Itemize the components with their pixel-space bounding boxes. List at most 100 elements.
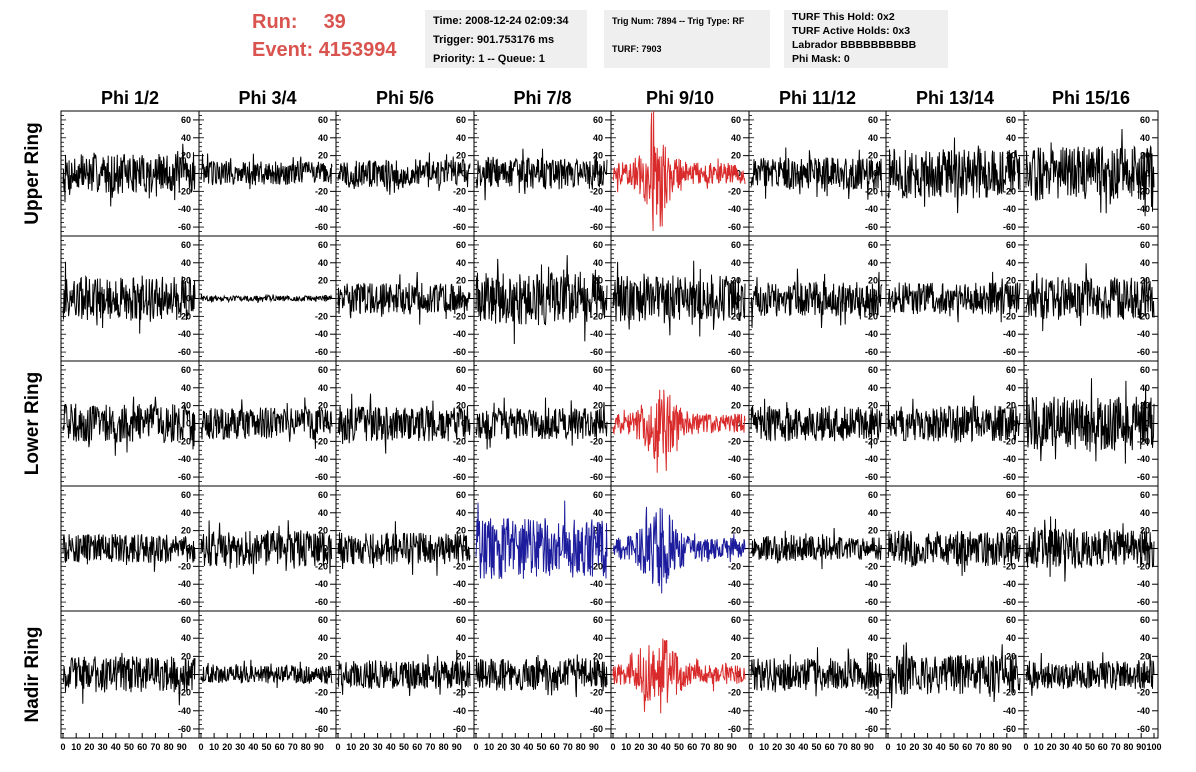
waveform-trace	[337, 152, 471, 195]
y-tick-label: -60	[1137, 597, 1150, 607]
y-tick-label: -40	[1003, 454, 1016, 464]
y-tick-label: 40	[593, 508, 603, 518]
waveform-trace	[750, 147, 883, 200]
y-tick-label: -20	[1003, 688, 1016, 698]
x-tick-label: 0	[748, 742, 753, 752]
waveform-trace	[62, 261, 196, 334]
y-tick-label: 40	[1006, 133, 1016, 143]
y-tick-label: 20	[181, 526, 191, 536]
x-tick-label: 70	[563, 742, 573, 752]
x-tick-label: 50	[261, 742, 271, 752]
waveform-trace	[62, 143, 196, 207]
y-tick-label: -40	[590, 329, 603, 339]
run-label: Run:	[252, 11, 298, 33]
y-tick-label: -60	[1003, 347, 1016, 357]
y-tick-label: 60	[593, 115, 603, 125]
y-tick-label: 60	[181, 365, 191, 375]
y-tick-label: 60	[868, 115, 878, 125]
waveform-trace	[475, 654, 608, 698]
y-tick-label: 40	[593, 258, 603, 268]
y-tick-label: -20	[1003, 311, 1016, 321]
y-tick-label: -60	[865, 724, 878, 734]
y-tick-label: -40	[590, 706, 603, 716]
x-tick-label: 70	[150, 742, 160, 752]
x-tick-label: 60	[825, 742, 835, 752]
y-tick-label: 40	[1140, 258, 1150, 268]
y-tick-label: 60	[731, 365, 741, 375]
y-tick-label: 40	[456, 508, 466, 518]
y-tick-label: -60	[453, 472, 466, 482]
y-tick-label: -40	[178, 706, 191, 716]
x-tick-label: 20	[634, 742, 644, 752]
y-tick-label: -20	[1137, 561, 1150, 571]
x-tick-label: 20	[909, 742, 919, 752]
y-tick-label: 40	[1006, 258, 1016, 268]
y-tick-label: -60	[1003, 472, 1016, 482]
y-tick-label: 60	[593, 615, 603, 625]
x-tick-label: 60	[687, 742, 697, 752]
x-tick-label: 40	[798, 742, 808, 752]
y-tick-label: -40	[315, 204, 328, 214]
y-tick-label: -20	[590, 688, 603, 698]
waveform-trace	[612, 389, 746, 473]
y-tick-label: 20	[868, 276, 878, 286]
y-tick-label: -40	[453, 204, 466, 214]
y-tick-label: -40	[865, 579, 878, 589]
x-tick-label: 20	[84, 742, 94, 752]
y-tick-label: -60	[1137, 347, 1150, 357]
y-tick-label: -20	[178, 561, 191, 571]
y-tick-label: -20	[315, 186, 328, 196]
y-tick-label: -60	[315, 472, 328, 482]
x-tick-label: 70	[425, 742, 435, 752]
waveform-trace	[612, 506, 746, 594]
y-tick-label: 60	[1140, 490, 1150, 500]
y-tick-label: -40	[728, 706, 741, 716]
waveform-trace	[62, 652, 196, 706]
y-tick-label: 0	[461, 169, 466, 179]
y-tick-label: -40	[590, 579, 603, 589]
y-tick-label: 20	[181, 151, 191, 161]
waveform-trace	[1025, 128, 1155, 217]
x-tick-label: 30	[510, 742, 520, 752]
x-tick-label: 0	[1023, 742, 1028, 752]
y-tick-label: 40	[731, 133, 741, 143]
y-tick-label: 60	[456, 115, 466, 125]
y-tick-label: 40	[1140, 383, 1150, 393]
x-tick-label: 90	[452, 742, 462, 752]
x-tick-label: 30	[98, 742, 108, 752]
y-tick-label: -60	[1137, 472, 1150, 482]
y-tick-label: 20	[731, 151, 741, 161]
column-header: Phi 1/2	[101, 88, 159, 108]
x-tick-label: 70	[1111, 742, 1121, 752]
waveform-trace	[200, 153, 333, 190]
x-tick-label: 60	[962, 742, 972, 752]
x-tick-label: 90	[314, 742, 324, 752]
x-tick-label: 50	[674, 742, 684, 752]
run-event-header: Run: 39 Event: 4153994	[252, 8, 397, 64]
y-tick-label: -20	[865, 688, 878, 698]
y-tick-label: 40	[181, 133, 191, 143]
x-tick-label: 90	[727, 742, 737, 752]
y-tick-label: 20	[181, 276, 191, 286]
y-tick-label: -40	[1137, 329, 1150, 339]
y-tick-label: 60	[1006, 615, 1016, 625]
x-tick-label: 70	[288, 742, 298, 752]
x-tick-label: 60	[137, 742, 147, 752]
y-tick-label: -20	[728, 186, 741, 196]
waveform-trace	[475, 148, 608, 201]
y-tick-label: 20	[318, 526, 328, 536]
y-tick-label: 40	[1140, 633, 1150, 643]
x-tick-label: 80	[714, 742, 724, 752]
y-tick-label: -40	[453, 329, 466, 339]
y-tick-label: 0	[323, 419, 328, 429]
y-tick-label: 20	[181, 651, 191, 661]
y-tick-label: 60	[868, 365, 878, 375]
waveform-trace	[887, 530, 1021, 576]
